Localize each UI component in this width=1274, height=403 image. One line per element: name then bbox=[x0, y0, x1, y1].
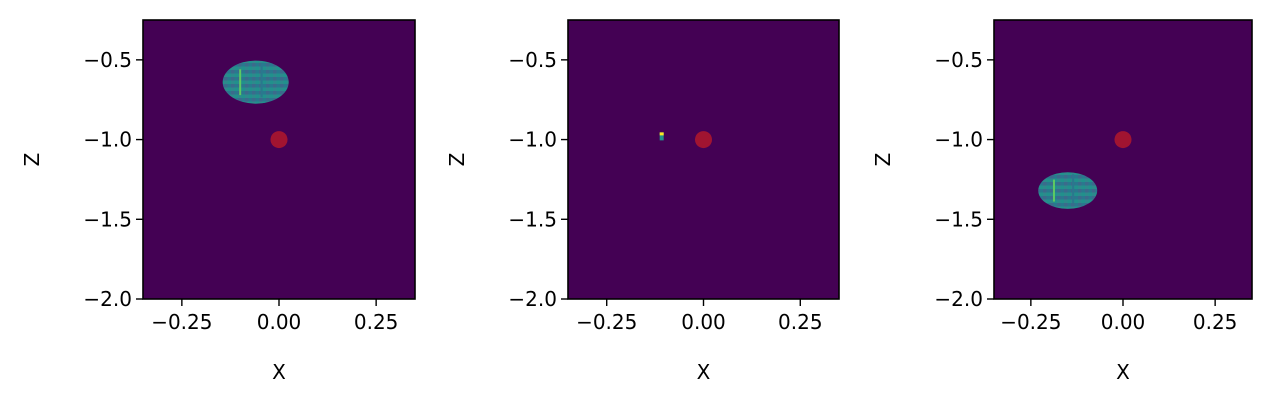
subplot-2: −0.25 0.00 0.25 −0.5 −1.0 −1.5 −2.0 X Z bbox=[445, 19, 840, 384]
x-tick-label: 0.25 bbox=[778, 310, 823, 334]
target-marker bbox=[695, 131, 712, 149]
heatmap-blob bbox=[222, 60, 289, 104]
y-axis-label: Z bbox=[445, 153, 469, 167]
x-tick-label: 0.00 bbox=[1101, 310, 1146, 334]
subplot-3: −0.25 0.00 0.25 −0.5 −1.0 −1.5 −2.0 X Z bbox=[871, 19, 1253, 384]
x-axis-label: X bbox=[272, 360, 286, 384]
target-marker bbox=[270, 131, 288, 149]
subplot-1: −0.25 0.00 0.25 −0.5 −1.0 −1.5 −2.0 X Z bbox=[20, 19, 416, 384]
heatmap-background bbox=[994, 20, 1252, 299]
heatmap-blob-hotspot bbox=[1052, 179, 1055, 202]
y-tick-label: −2.0 bbox=[934, 287, 983, 311]
y-tick-label: −1.5 bbox=[934, 207, 983, 231]
x-axis-label: X bbox=[697, 360, 711, 384]
x-tick-label: −0.25 bbox=[576, 310, 637, 334]
heatmap-blob bbox=[659, 132, 664, 141]
heatmap-blob bbox=[1038, 172, 1098, 209]
y-tick-label: −1.0 bbox=[934, 128, 983, 152]
y-tick-label: −0.5 bbox=[934, 48, 983, 72]
x-tick-label: −0.25 bbox=[151, 310, 212, 334]
heatmap-blob-hotspot bbox=[239, 69, 242, 96]
y-tick-label: −1.5 bbox=[508, 207, 557, 231]
y-tick-label: −0.5 bbox=[83, 48, 132, 72]
heatmap-blob-seam bbox=[1072, 174, 1075, 204]
heatmap-blob-seam bbox=[260, 62, 263, 98]
x-axis-label: X bbox=[1116, 360, 1130, 384]
y-tick-label: −2.0 bbox=[508, 287, 557, 311]
y-axis-label: Z bbox=[20, 153, 44, 167]
y-tick-label: −2.0 bbox=[83, 287, 132, 311]
y-tick-label: −1.5 bbox=[83, 207, 132, 231]
y-axis-label: Z bbox=[871, 153, 895, 167]
x-tick-label: 0.25 bbox=[1193, 310, 1238, 334]
y-tick-label: −1.0 bbox=[83, 128, 132, 152]
x-tick-label: −0.25 bbox=[1000, 310, 1061, 334]
target-marker bbox=[1114, 131, 1132, 149]
y-tick-label: −1.0 bbox=[508, 128, 557, 152]
x-tick-label: 0.00 bbox=[681, 310, 726, 334]
heatmap-background bbox=[568, 20, 839, 299]
heatmap-blob-hotspot bbox=[659, 132, 664, 136]
y-tick-label: −0.5 bbox=[508, 48, 557, 72]
x-tick-label: 0.25 bbox=[354, 310, 399, 334]
x-tick-label: 0.00 bbox=[257, 310, 302, 334]
heatmap-background bbox=[143, 20, 415, 299]
